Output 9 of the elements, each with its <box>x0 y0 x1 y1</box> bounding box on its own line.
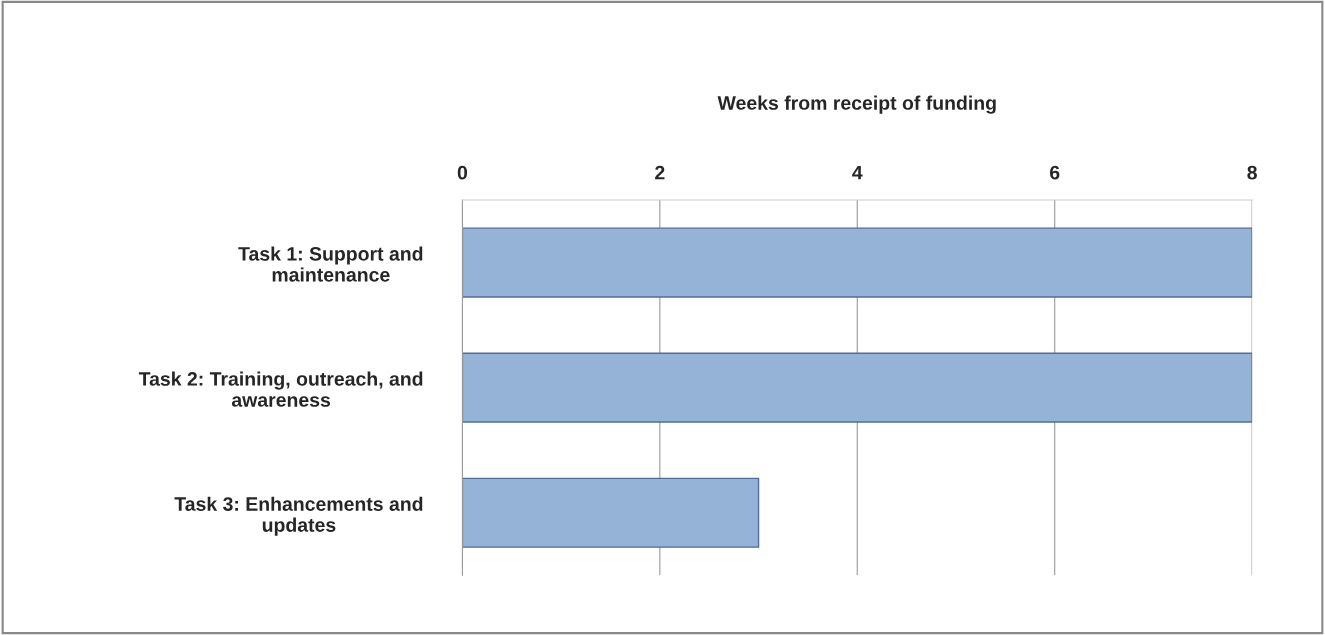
x-tick-label: 4 <box>852 165 863 180</box>
y-tick-label: Task 3: Enhancements and updates <box>174 496 423 536</box>
y-tick-label: Task 1: Support and maintenance <box>238 246 423 282</box>
x-tick-label: 2 <box>655 165 665 180</box>
x-axis-title: Weeks from receipt of funding <box>717 95 996 114</box>
x-tick-label: 0 <box>457 165 468 180</box>
y-tick-label: Task 2: Training, outreach, and awareness <box>138 371 423 407</box>
x-tick-label: 6 <box>1050 165 1060 180</box>
x-tick-label: 8 <box>1247 165 1257 180</box>
